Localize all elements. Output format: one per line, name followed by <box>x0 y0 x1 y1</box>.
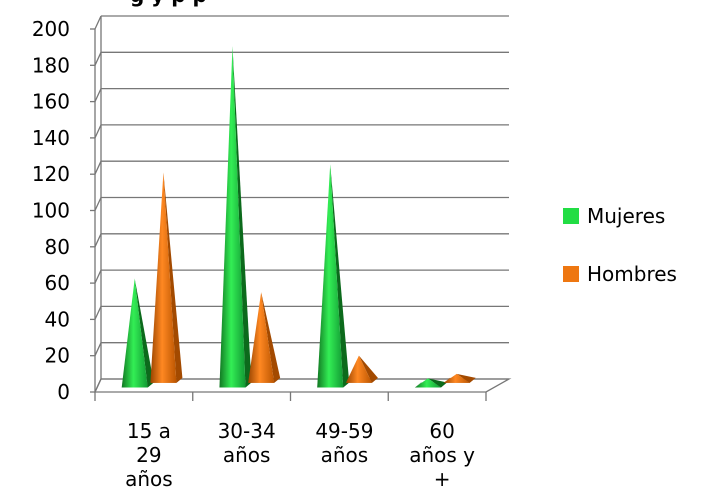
y-tick-label: 180 <box>32 53 70 77</box>
y-tick-label: 40 <box>45 307 70 331</box>
x-tick-label-line: años <box>125 467 173 491</box>
pyramid-side-face <box>427 378 447 388</box>
pyramid-hombres-2 <box>345 355 378 383</box>
pyramid-mujeres-0 <box>121 278 154 388</box>
pyramid-front-face <box>345 355 372 383</box>
pyramid-side-face <box>456 373 476 383</box>
pyramid-hombres-3 <box>443 373 476 383</box>
gridline-side <box>94 124 102 139</box>
x-tick-label: 60 años y + <box>409 419 475 491</box>
pyramid-hombres-1 <box>248 292 281 383</box>
x-tick-label-line: años <box>321 443 369 467</box>
pyramid-front-face <box>414 378 441 388</box>
x-tick-label: 49-59 años <box>315 419 373 467</box>
gridline-side <box>94 197 102 211</box>
y-tick-label: 100 <box>32 199 70 223</box>
x-tick-label-line: 29 <box>136 443 161 467</box>
pyramid-mujeres-3 <box>414 378 447 388</box>
pyramid-side-face <box>358 355 378 383</box>
pyramid-front-face <box>248 292 275 383</box>
x-tick-label-line: + <box>434 467 451 491</box>
pyramid-side-face <box>330 164 350 388</box>
x-tick-label-line: 60 <box>429 419 454 443</box>
x-tick-label-line: 15 a <box>127 419 171 443</box>
y-tick-label: 120 <box>32 162 70 186</box>
pyramid-mujeres-2 <box>317 164 350 388</box>
pyramid-front-face <box>150 172 177 383</box>
pyramid-side-face <box>261 292 281 383</box>
gridline-side <box>94 342 102 356</box>
gridline-side <box>94 306 102 320</box>
pyramid-side-face <box>134 278 154 388</box>
x-tick-label: 30-34 años <box>218 419 276 467</box>
gridline-side <box>94 160 102 175</box>
legend-label-mujeres: Mujeres <box>587 204 665 228</box>
gridline-side <box>94 15 102 30</box>
gridline-side <box>94 269 102 284</box>
pyramid-front-face <box>443 373 470 383</box>
y-tick-label: 0 <box>57 380 70 404</box>
legend-swatch-hombres <box>563 266 579 282</box>
y-tick-label: 20 <box>45 344 70 368</box>
floor <box>93 378 512 393</box>
y-tick-label: 140 <box>32 126 70 150</box>
gridline-side <box>94 233 102 248</box>
chart-title: g y p p <box>130 0 207 7</box>
pyramid-side-face <box>232 46 252 388</box>
pyramid-front-face <box>121 278 148 388</box>
pyramid-front-face <box>317 164 344 388</box>
pyramid-mujeres-1 <box>219 46 252 388</box>
chart-title-partial: g y p p <box>130 0 207 7</box>
y-tick-labels: 0 20 40 60 80 100 120 140 160 180 200 <box>32 17 70 404</box>
pyramid-front-face <box>219 46 246 388</box>
y-tick-label: 160 <box>32 90 70 114</box>
pyramid-side-face <box>163 172 183 383</box>
x-tick-label-line: años y <box>409 443 475 467</box>
y-tick-label: 60 <box>45 271 70 295</box>
legend: Mujeres Hombres <box>563 204 677 286</box>
legend-swatch-mujeres <box>563 208 579 224</box>
x-tick-label: 15 a 29 años <box>125 419 173 491</box>
bars <box>121 46 476 388</box>
x-tick-label-line: años <box>223 443 271 467</box>
pyramid-hombres-0 <box>150 172 183 383</box>
axes <box>90 16 512 401</box>
legend-label-hombres: Hombres <box>587 262 677 286</box>
x-tick-label-line: 30-34 <box>218 419 276 443</box>
gridline-side <box>94 52 102 66</box>
gridline-side <box>94 88 102 102</box>
y-tick-label: 80 <box>45 235 70 259</box>
y-tick-label: 200 <box>32 17 70 41</box>
x-tick-label-line: 49-59 <box>315 419 373 443</box>
